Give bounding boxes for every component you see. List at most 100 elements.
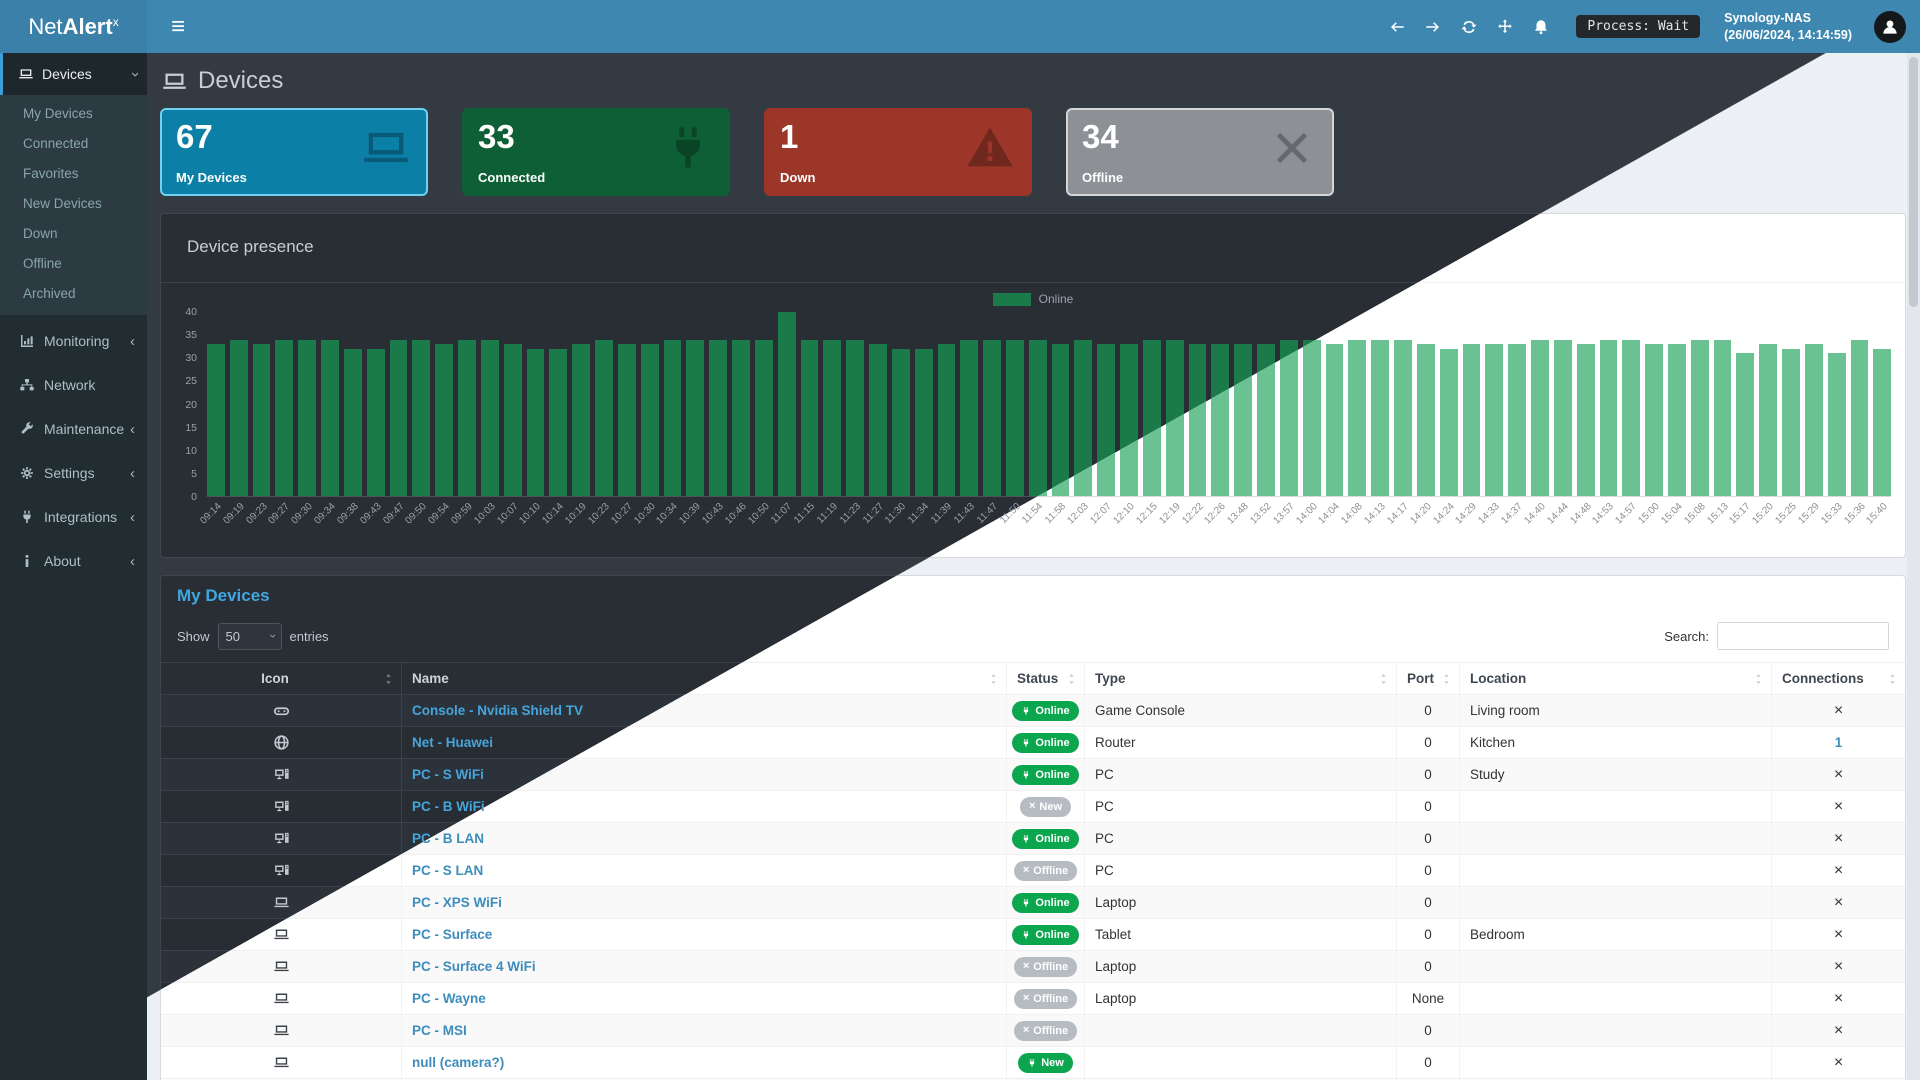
- chart-bar: [1668, 344, 1686, 496]
- device-type-cell: PC: [1084, 822, 1396, 854]
- sidebar-toggle-icon[interactable]: ≡: [170, 12, 185, 40]
- clear-connections-icon[interactable]: ×: [1833, 1021, 1844, 1039]
- column-header-port[interactable]: Port: [1396, 662, 1459, 694]
- chart-bar: [526, 348, 545, 496]
- column-header-connections[interactable]: Connections: [1771, 662, 1905, 694]
- page-scrollbar[interactable]: [1907, 53, 1920, 1080]
- chart-bar: [1553, 339, 1572, 496]
- device-name-link[interactable]: PC - Wayne: [412, 991, 486, 1006]
- device-name-link[interactable]: PC - B WiFi: [412, 799, 485, 814]
- scrollbar-thumb[interactable]: [1909, 57, 1918, 307]
- clear-connections-icon[interactable]: ×: [1833, 765, 1844, 783]
- sidebar-subitem-offline[interactable]: Offline: [23, 256, 62, 271]
- notifications-bell-icon[interactable]: [1532, 18, 1550, 36]
- chart-bar: [1005, 339, 1024, 496]
- sidebar-subitem-down[interactable]: Down: [23, 226, 58, 241]
- device-location-cell: [1459, 1014, 1771, 1046]
- x-tick-label: 11:58: [1043, 501, 1069, 526]
- sidebar: Devices ‹ My Devices Connected Favorites Ne…: [0, 53, 147, 1080]
- status-label: New: [1041, 1056, 1064, 1069]
- sidebar-item-label: Monitoring: [44, 333, 110, 349]
- entries-select[interactable]: 50 ‹: [217, 622, 282, 650]
- column-header-location[interactable]: Location: [1459, 662, 1771, 694]
- status-badge: ×New: [1019, 796, 1072, 817]
- device-name-link[interactable]: PC - Surface 4 WiFi: [412, 959, 536, 974]
- column-header-type[interactable]: Type: [1084, 662, 1396, 694]
- connections-link[interactable]: 1: [1834, 735, 1843, 750]
- device-location-cell: [1459, 822, 1771, 854]
- device-type-cell: [1084, 1014, 1396, 1046]
- sidebar-subitem-favorites[interactable]: Favorites: [23, 166, 79, 181]
- chart-bar: [1873, 348, 1892, 496]
- sitemap-icon: [19, 377, 35, 393]
- x-tick-label: 11:19: [815, 501, 841, 526]
- x-tick-label: 10:03: [472, 501, 498, 527]
- sort-icon: [1440, 672, 1453, 685]
- clear-connections-icon[interactable]: ×: [1833, 925, 1844, 943]
- device-name-link[interactable]: Net - Huawei: [412, 735, 494, 750]
- clear-connections-icon[interactable]: ×: [1833, 797, 1844, 815]
- back-arrow-icon[interactable]: [1388, 18, 1406, 36]
- refresh-icon[interactable]: [1460, 18, 1478, 36]
- forward-arrow-icon[interactable]: [1424, 18, 1442, 36]
- device-name-link[interactable]: PC - XPS WiFi: [412, 895, 502, 910]
- sidebar-item-integrations[interactable]: Integrations ‹: [0, 495, 147, 539]
- device-port-cell: 0: [1396, 886, 1459, 918]
- sort-icon: [1065, 672, 1078, 685]
- search-input[interactable]: [1717, 622, 1889, 650]
- device-name-link[interactable]: PC - Surface: [412, 927, 493, 942]
- clear-connections-icon[interactable]: ×: [1833, 957, 1844, 975]
- clear-connections-icon[interactable]: ×: [1833, 861, 1844, 879]
- column-header-name[interactable]: Name: [401, 662, 1006, 694]
- status-badge: ×Offline: [1013, 1020, 1078, 1041]
- device-location-cell: Living room: [1459, 694, 1771, 726]
- stat-card-connected[interactable]: 33 Connected: [462, 108, 730, 196]
- sidebar-subitem-connected[interactable]: Connected: [23, 136, 89, 151]
- device-type-cell: Game Console: [1084, 694, 1396, 726]
- sidebar-item-settings[interactable]: Settings ‹: [0, 451, 147, 495]
- device-name-link[interactable]: Console - Nvidia Shield TV: [412, 703, 584, 718]
- chart-bar: [823, 339, 842, 496]
- plug-icon: [1021, 898, 1031, 908]
- chart-bar: [412, 339, 431, 496]
- device-name-link[interactable]: PC - S WiFi: [412, 767, 484, 782]
- laptop-icon: [273, 958, 290, 975]
- x-tick-label: 12:15: [1134, 501, 1160, 527]
- sidebar-subitem-my-devices[interactable]: My Devices: [23, 106, 93, 121]
- status-label: Online: [1035, 896, 1070, 909]
- x-tick-label: 14:08: [1339, 501, 1366, 527]
- device-icon-cell: [161, 854, 401, 886]
- device-location-cell: [1459, 1078, 1771, 1080]
- column-header-icon[interactable]: Icon: [161, 662, 401, 694]
- sidebar-subitem-new-devices[interactable]: New Devices: [23, 196, 102, 211]
- stat-value: 1: [780, 118, 799, 155]
- avatar[interactable]: [1874, 10, 1906, 43]
- sidebar-subitem-archived[interactable]: Archived: [23, 286, 76, 301]
- device-name-link[interactable]: null (camera?): [412, 1055, 505, 1070]
- device-name-link[interactable]: PC - MSI: [412, 1023, 467, 1038]
- clear-connections-icon[interactable]: ×: [1833, 893, 1844, 911]
- clear-connections-icon[interactable]: ×: [1833, 701, 1844, 719]
- chart-icon: [19, 333, 35, 349]
- chart-bar: [503, 344, 522, 496]
- device-port-cell: 0: [1396, 694, 1459, 726]
- sidebar-item-network[interactable]: Network: [0, 363, 147, 407]
- sidebar-item-devices[interactable]: Devices ‹: [0, 53, 147, 95]
- chart-bar: [663, 339, 682, 496]
- sidebar-item-monitoring[interactable]: Monitoring ‹: [0, 319, 147, 363]
- device-icon-cell: [161, 1014, 401, 1046]
- stat-card-offline[interactable]: 34 Offline: [1066, 108, 1334, 196]
- status-badge: Online: [1012, 732, 1079, 753]
- stat-card-down[interactable]: 1 Down: [764, 108, 1032, 196]
- device-name-link[interactable]: PC - S LAN: [412, 863, 484, 878]
- stat-card-my-devices[interactable]: 67 My Devices: [160, 108, 428, 196]
- clear-connections-icon[interactable]: ×: [1833, 989, 1844, 1007]
- x-tick-label: 10:46: [723, 501, 749, 527]
- clear-connections-icon[interactable]: ×: [1833, 1053, 1844, 1071]
- sidebar-item-maintenance[interactable]: Maintenance ‹: [0, 407, 147, 451]
- sidebar-item-about[interactable]: About ‹: [0, 539, 147, 583]
- move-icon[interactable]: [1496, 18, 1514, 36]
- column-header-status[interactable]: Status: [1006, 662, 1084, 694]
- clear-connections-icon[interactable]: ×: [1833, 829, 1844, 847]
